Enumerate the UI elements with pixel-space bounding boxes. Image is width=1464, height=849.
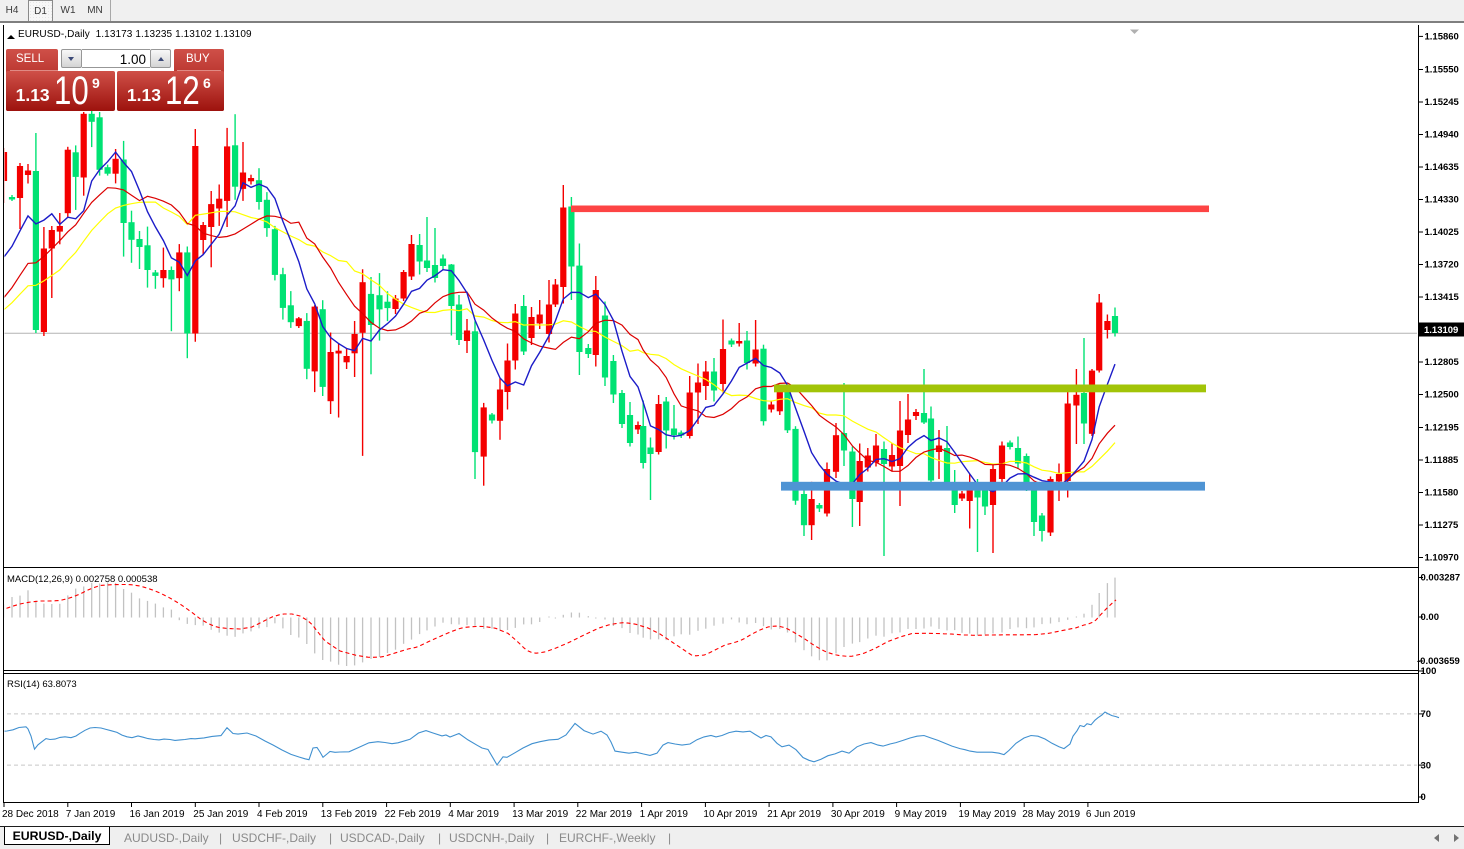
svg-text:6 Jun 2019: 6 Jun 2019 [1086, 809, 1136, 820]
svg-text:1.13415: 1.13415 [1425, 292, 1460, 303]
svg-text:7 Jan 2019: 7 Jan 2019 [66, 809, 116, 820]
svg-text:1.12500: 1.12500 [1425, 390, 1459, 401]
svg-text:-0.003659: -0.003659 [1417, 656, 1460, 667]
svg-text:MACD(12,26,9) 0.002758 0.00053: MACD(12,26,9) 0.002758 0.000538 [7, 574, 158, 585]
svg-text:30 Apr 2019: 30 Apr 2019 [831, 809, 885, 820]
svg-text:1.11885: 1.11885 [1425, 455, 1460, 466]
svg-text:1.14940: 1.14940 [1425, 130, 1459, 141]
svg-text:1.12195: 1.12195 [1425, 423, 1460, 434]
svg-text:28 Dec 2018: 28 Dec 2018 [2, 809, 59, 820]
svg-text:1.14330: 1.14330 [1425, 195, 1459, 206]
svg-text:1 Apr 2019: 1 Apr 2019 [640, 809, 689, 820]
svg-text:13 Mar 2019: 13 Mar 2019 [512, 809, 569, 820]
svg-text:16 Jan 2019: 16 Jan 2019 [130, 809, 185, 820]
svg-text:22 Mar 2019: 22 Mar 2019 [576, 809, 633, 820]
svg-text:RSI(14) 63.8073: RSI(14) 63.8073 [7, 679, 77, 690]
svg-text:70: 70 [1421, 709, 1432, 720]
svg-text:25 Jan 2019: 25 Jan 2019 [193, 809, 248, 820]
svg-text:28 May 2019: 28 May 2019 [1022, 809, 1080, 820]
svg-text:22 Feb 2019: 22 Feb 2019 [385, 809, 442, 820]
svg-text:4 Mar 2019: 4 Mar 2019 [448, 809, 499, 820]
svg-text:30: 30 [1421, 760, 1432, 771]
svg-text:1.12805: 1.12805 [1425, 357, 1460, 368]
svg-text:1.11580: 1.11580 [1425, 488, 1459, 499]
svg-text:1.15550: 1.15550 [1425, 65, 1459, 76]
svg-text:0: 0 [1421, 792, 1426, 803]
svg-text:1.13109: 1.13109 [1424, 325, 1458, 336]
svg-text:0.003287: 0.003287 [1421, 573, 1461, 584]
svg-text:1.15245: 1.15245 [1425, 97, 1460, 108]
svg-text:1.15860: 1.15860 [1425, 32, 1459, 43]
svg-text:100: 100 [1421, 666, 1437, 677]
svg-text:13 Feb 2019: 13 Feb 2019 [321, 809, 378, 820]
svg-text:1.11275: 1.11275 [1425, 520, 1460, 531]
svg-text:19 May 2019: 19 May 2019 [958, 809, 1016, 820]
svg-text:1.14635: 1.14635 [1425, 162, 1460, 173]
svg-text:1.10970: 1.10970 [1425, 553, 1459, 564]
svg-text:1.13720: 1.13720 [1425, 260, 1459, 271]
svg-text:1.14025: 1.14025 [1425, 227, 1460, 238]
svg-text:21 Apr 2019: 21 Apr 2019 [767, 809, 821, 820]
svg-text:0.00: 0.00 [1421, 612, 1440, 623]
svg-text:10 Apr 2019: 10 Apr 2019 [703, 809, 757, 820]
svg-text:9 May 2019: 9 May 2019 [895, 809, 948, 820]
svg-text:4 Feb 2019: 4 Feb 2019 [257, 809, 308, 820]
